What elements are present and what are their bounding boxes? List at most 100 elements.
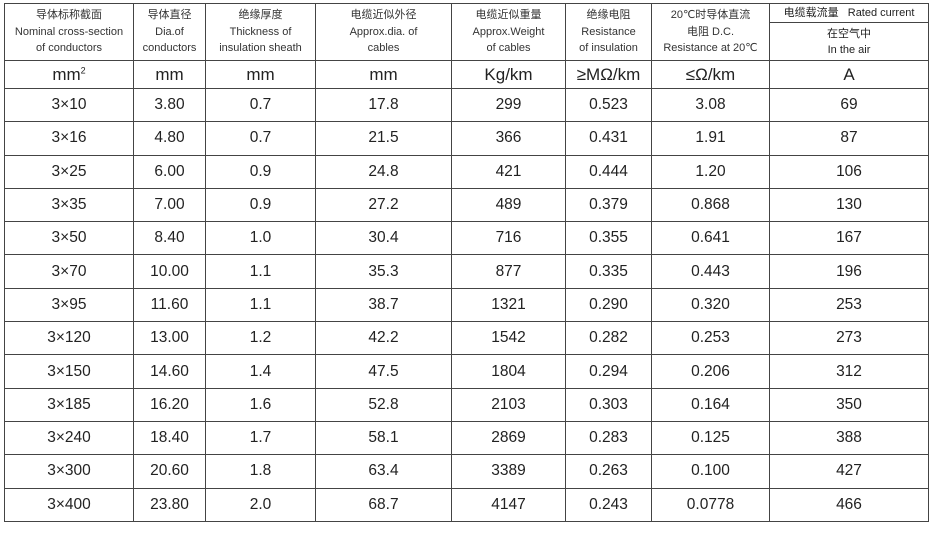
table-cell: 3×70 bbox=[4, 254, 134, 289]
table-cell: 30.4 bbox=[315, 221, 452, 256]
column-header: 电缆近似外径 Approx.dia. of cables bbox=[315, 3, 452, 61]
table-cell: 1.8 bbox=[205, 454, 316, 489]
header-cn: 电缆近似重量 bbox=[475, 9, 542, 22]
table-row: 3×300 20.60 1.8 63.4 3389 0.263 0.100 427 bbox=[4, 454, 929, 489]
table-cell: 0.243 bbox=[565, 487, 652, 522]
table-cell: 4.80 bbox=[133, 121, 206, 156]
table-cell: 427 bbox=[769, 454, 929, 489]
table-row: 3×120 13.00 1.2 42.2 1542 0.282 0.253 273 bbox=[4, 321, 929, 356]
table-row: 3×400 23.80 2.0 68.7 4147 0.243 0.0778 466 bbox=[4, 487, 929, 522]
unit-cell: ≤Ω/km bbox=[651, 60, 770, 89]
table-cell: 3×10 bbox=[4, 87, 134, 123]
rated-en: In the air bbox=[827, 43, 871, 56]
table-cell: 3×25 bbox=[4, 154, 134, 189]
table-cell: 0.303 bbox=[565, 387, 652, 422]
table-cell: 17.8 bbox=[315, 87, 452, 123]
header-en1: Resistance bbox=[581, 25, 636, 38]
table-cell: 2.0 bbox=[205, 487, 316, 522]
unit-cell: mm2 bbox=[4, 60, 134, 89]
table-cell: 47.5 bbox=[315, 354, 452, 389]
table-row: 3×35 7.00 0.9 27.2 489 0.379 0.868 130 bbox=[4, 187, 929, 223]
table-cell: 3.80 bbox=[133, 87, 206, 123]
unit-superscript: 2 bbox=[80, 64, 86, 75]
table-cell: 42.2 bbox=[315, 321, 452, 356]
header-en1: Approx.Weight bbox=[472, 25, 545, 38]
unit-text: mm bbox=[155, 64, 184, 84]
table-cell: 10.00 bbox=[133, 254, 206, 289]
table-cell: 1.2 bbox=[205, 321, 316, 356]
table-body: 3×10 3.80 0.7 17.8 299 0.523 3.08 69 3×16 4.80 0.7… bbox=[4, 87, 929, 522]
table-cell: 1.91 bbox=[651, 121, 770, 156]
table-cell: 0.355 bbox=[565, 221, 652, 256]
table-cell: 3.08 bbox=[651, 87, 770, 123]
table-cell: 3×50 bbox=[4, 221, 134, 256]
column-header: 20℃时导体直流 电阻 D.C. Resistance at 20℃ bbox=[651, 3, 770, 61]
table-cell: 0.294 bbox=[565, 354, 652, 389]
table-cell: 0.100 bbox=[651, 454, 770, 489]
table-cell: 350 bbox=[769, 387, 929, 422]
header-cn: 绝缘厚度 bbox=[238, 9, 283, 22]
table-cell: 106 bbox=[769, 154, 929, 189]
table-row: 3×25 6.00 0.9 24.8 421 0.444 1.20 106 bbox=[4, 154, 929, 189]
cable-spec-table: 导体标称截面 Nominal cross-section of conductors… bbox=[4, 3, 929, 522]
table-cell: 0.290 bbox=[565, 287, 652, 323]
header-cn: 导体直径 bbox=[147, 9, 192, 22]
header-en2: insulation sheath bbox=[219, 42, 302, 55]
units-row: mm2 mm mm mm Kg/km ≥MΩ/km ≤Ω/km A bbox=[4, 60, 929, 89]
table-cell: 14.60 bbox=[133, 354, 206, 389]
table-cell: 58.1 bbox=[315, 420, 452, 456]
table-cell: 1321 bbox=[451, 287, 566, 323]
unit-cell: mm bbox=[133, 60, 206, 89]
table-cell: 16.20 bbox=[133, 387, 206, 422]
table-cell: 0.0778 bbox=[651, 487, 770, 522]
header-cn: 电缆近似外径 bbox=[350, 9, 417, 22]
table-cell: 52.8 bbox=[315, 387, 452, 422]
table-cell: 167 bbox=[769, 221, 929, 256]
table-cell: 3×120 bbox=[4, 321, 134, 356]
header-cn: 20℃时导体直流 bbox=[670, 9, 751, 22]
rated-current-sub-header: 在空气中 In the air bbox=[769, 22, 929, 61]
table-cell: 0.444 bbox=[565, 154, 652, 189]
header-en1: Approx.dia. of bbox=[349, 25, 418, 38]
table-cell: 0.641 bbox=[651, 221, 770, 256]
table-cell: 421 bbox=[451, 154, 566, 189]
unit-cell: mm bbox=[205, 60, 316, 89]
table-cell: 8.40 bbox=[133, 221, 206, 256]
table-cell: 196 bbox=[769, 254, 929, 289]
table-cell: 0.282 bbox=[565, 321, 652, 356]
table-cell: 4147 bbox=[451, 487, 566, 522]
table-cell: 0.868 bbox=[651, 187, 770, 223]
table-cell: 20.60 bbox=[133, 454, 206, 489]
table-row: 3×16 4.80 0.7 21.5 366 0.431 1.91 87 bbox=[4, 121, 929, 156]
table-cell: 3389 bbox=[451, 454, 566, 489]
table-cell: 3×150 bbox=[4, 354, 134, 389]
table-cell: 3×185 bbox=[4, 387, 134, 422]
table-cell: 0.431 bbox=[565, 121, 652, 156]
header-row-sub: 在空气中 In the air bbox=[5, 22, 929, 61]
table-cell: 23.80 bbox=[133, 487, 206, 522]
unit-cell: A bbox=[769, 60, 929, 89]
table-cell: 1542 bbox=[451, 321, 566, 356]
table-cell: 0.9 bbox=[205, 154, 316, 189]
table-cell: 0.164 bbox=[651, 387, 770, 422]
column-header: 绝缘电阻 Resistance of insulation bbox=[565, 3, 652, 61]
table-cell: 312 bbox=[769, 354, 929, 389]
table-row: 3×10 3.80 0.7 17.8 299 0.523 3.08 69 bbox=[4, 87, 929, 123]
table-row: 3×150 14.60 1.4 47.5 1804 0.294 0.206 312 bbox=[4, 354, 929, 389]
table-cell: 3×400 bbox=[4, 487, 134, 522]
table-cell: 68.7 bbox=[315, 487, 452, 522]
table-cell: 63.4 bbox=[315, 454, 452, 489]
table-cell: 1.0 bbox=[205, 221, 316, 256]
table-cell: 466 bbox=[769, 487, 929, 522]
table-cell: 11.60 bbox=[133, 287, 206, 323]
table-row: 3×50 8.40 1.0 30.4 716 0.355 0.641 167 bbox=[4, 221, 929, 256]
table-cell: 3×16 bbox=[4, 121, 134, 156]
table-cell: 877 bbox=[451, 254, 566, 289]
table-cell: 0.9 bbox=[205, 187, 316, 223]
table-row: 3×95 11.60 1.1 38.7 1321 0.290 0.320 253 bbox=[4, 287, 929, 323]
header-en1: 电阻 D.C. bbox=[686, 25, 735, 38]
table-cell: 253 bbox=[769, 287, 929, 323]
table-cell: 1.1 bbox=[205, 287, 316, 323]
table-cell: 0.7 bbox=[205, 121, 316, 156]
table-cell: 1.20 bbox=[651, 154, 770, 189]
